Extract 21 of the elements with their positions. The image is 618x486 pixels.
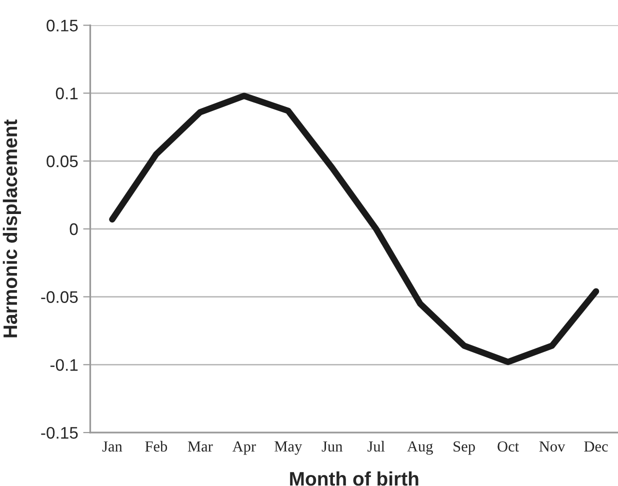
x-tick-label: Oct bbox=[498, 441, 519, 452]
y-tick-label: -0.1 bbox=[50, 359, 78, 371]
x-tick-label: Aug bbox=[407, 441, 433, 455]
x-tick-label: Apr bbox=[232, 441, 256, 455]
x-tick-label: May bbox=[274, 441, 302, 455]
x-tick-label: Jun bbox=[322, 441, 343, 452]
x-tick-label: Jan bbox=[102, 441, 122, 452]
y-tick-label: 0.1 bbox=[56, 88, 78, 100]
x-axis-title: Month of birth bbox=[290, 471, 418, 486]
x-tick-label: Nov bbox=[539, 441, 566, 452]
x-tick-label: Feb bbox=[145, 440, 168, 452]
y-tick-label: 0.05 bbox=[46, 155, 78, 168]
x-tick-label: Jul bbox=[368, 440, 385, 452]
y-tick-label: -0.15 bbox=[41, 426, 78, 439]
y-axis-title: Harmonic displacement bbox=[2, 119, 21, 338]
x-tick-label: Mar bbox=[188, 441, 213, 452]
x-tick-label: Sep bbox=[454, 441, 475, 455]
y-tick-label: 0 bbox=[70, 223, 78, 236]
y-tick-label: -0.05 bbox=[41, 291, 78, 303]
y-tick-label: 0.15 bbox=[46, 20, 78, 32]
x-tick-label: Dec bbox=[584, 441, 608, 452]
